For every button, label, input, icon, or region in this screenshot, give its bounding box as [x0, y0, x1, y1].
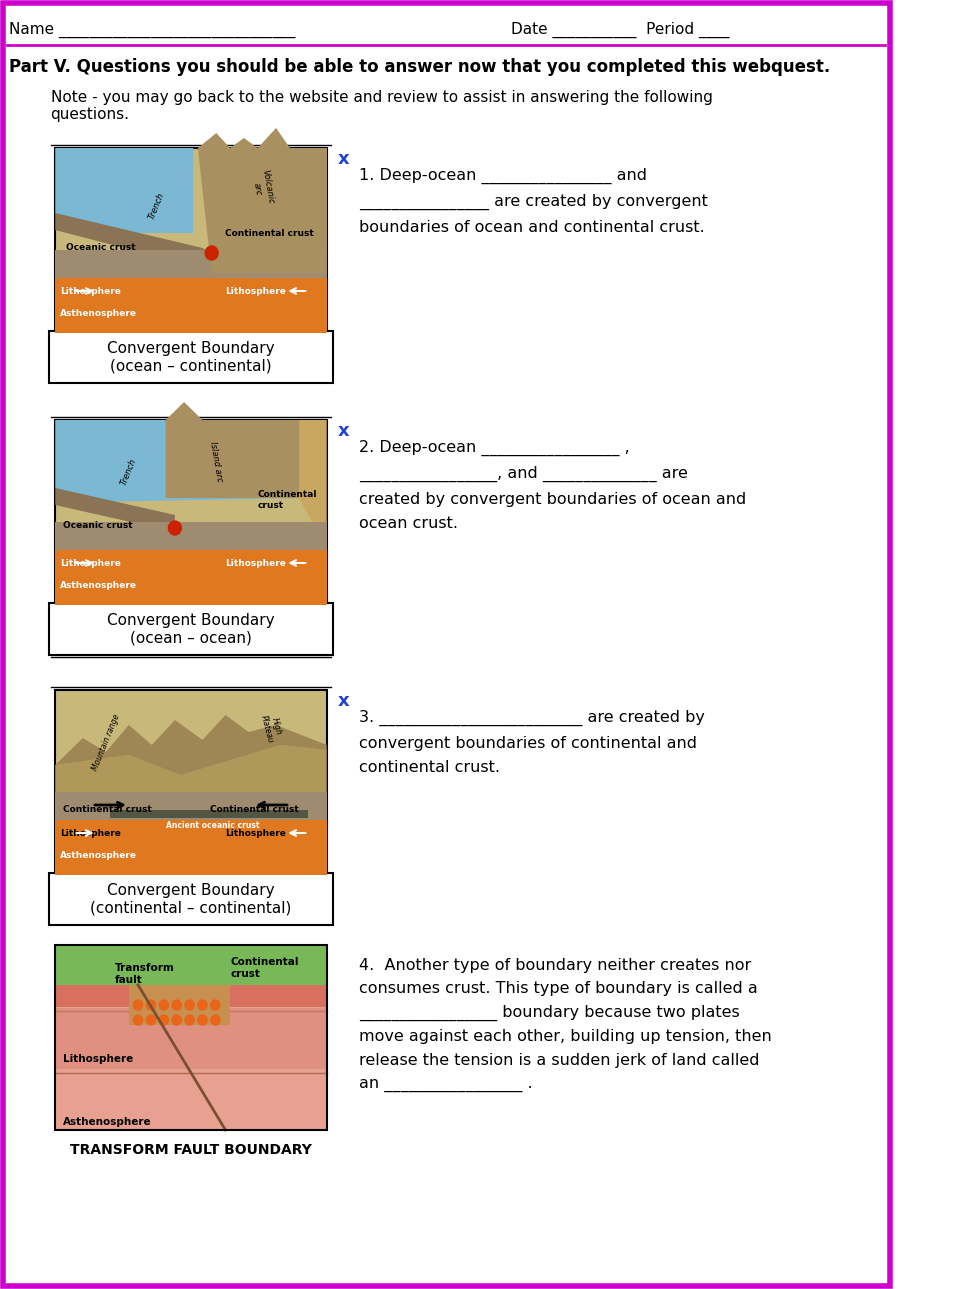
Circle shape	[198, 1014, 206, 1025]
Text: Asthenosphere: Asthenosphere	[60, 580, 137, 589]
Bar	[129, 985, 230, 1025]
Circle shape	[134, 1014, 142, 1025]
Circle shape	[172, 1000, 181, 1011]
Bar	[55, 945, 327, 1130]
Text: Transform
fault: Transform fault	[115, 963, 174, 985]
Text: Lithosphere: Lithosphere	[225, 286, 286, 295]
Polygon shape	[55, 213, 248, 296]
Circle shape	[210, 1000, 220, 1011]
Bar	[55, 945, 327, 1130]
Polygon shape	[181, 745, 327, 820]
Text: Ancient oceanic crust: Ancient oceanic crust	[166, 821, 259, 830]
FancyBboxPatch shape	[48, 331, 332, 383]
Text: Convergent Boundary
(continental – continental): Convergent Boundary (continental – conti…	[90, 883, 291, 915]
Bar	[55, 690, 327, 875]
Bar	[55, 945, 327, 985]
Circle shape	[172, 1014, 181, 1025]
Text: Name _______________________________: Name _______________________________	[9, 22, 300, 39]
Polygon shape	[55, 715, 327, 775]
Text: Volcanic
arc: Volcanic arc	[249, 169, 274, 206]
Text: Oceanic crust: Oceanic crust	[66, 244, 136, 253]
Text: Lithosphere: Lithosphere	[60, 829, 120, 838]
Bar	[55, 420, 327, 605]
Bar	[55, 946, 327, 1007]
Text: x: x	[337, 692, 349, 710]
Text: High
Plateau: High Plateau	[258, 712, 284, 744]
Bar	[110, 809, 308, 819]
Text: Continental
crust: Continental crust	[258, 490, 317, 509]
Text: Mountain range: Mountain range	[90, 713, 121, 772]
Text: Date ___________  Period ____: Date ___________ Period ____	[511, 22, 729, 39]
Circle shape	[159, 1000, 169, 1011]
Bar	[55, 1069, 327, 1130]
Bar	[55, 250, 327, 278]
Text: x: x	[337, 422, 349, 440]
Text: Part V. Questions you should be able to answer now that you completed this webqu: Part V. Questions you should be able to …	[9, 58, 829, 76]
Circle shape	[134, 1000, 142, 1011]
Circle shape	[210, 1014, 220, 1025]
Circle shape	[159, 1014, 169, 1025]
Text: Lithosphere: Lithosphere	[60, 558, 120, 567]
Text: TRANSFORM FAULT BOUNDARY: TRANSFORM FAULT BOUNDARY	[70, 1143, 311, 1158]
Text: Lithosphere: Lithosphere	[60, 286, 120, 295]
Text: Lithosphere: Lithosphere	[225, 829, 286, 838]
Circle shape	[169, 521, 181, 535]
Bar	[55, 278, 327, 333]
Text: Convergent Boundary
(ocean – continental): Convergent Boundary (ocean – continental…	[107, 340, 274, 374]
Text: Continental crust: Continental crust	[225, 228, 314, 237]
Circle shape	[198, 1000, 206, 1011]
Text: 4.  Another type of boundary neither creates nor
consumes crust. This type of bo: 4. Another type of boundary neither crea…	[359, 958, 771, 1092]
Text: x: x	[337, 150, 349, 168]
Text: Continental
crust: Continental crust	[230, 956, 298, 978]
Polygon shape	[298, 420, 327, 550]
Bar	[55, 148, 327, 333]
Bar	[55, 820, 327, 875]
Bar	[55, 550, 327, 605]
Polygon shape	[55, 420, 298, 501]
Text: Oceanic crust: Oceanic crust	[63, 521, 132, 530]
Text: Continental crust: Continental crust	[63, 806, 151, 815]
Polygon shape	[55, 755, 200, 820]
Polygon shape	[55, 489, 174, 532]
Circle shape	[185, 1014, 194, 1025]
Text: 2. Deep-ocean _________________ ,
_________________, and ______________ are
crea: 2. Deep-ocean _________________ , ______…	[359, 440, 745, 531]
Text: Trench: Trench	[147, 191, 166, 220]
Bar	[55, 791, 327, 820]
Circle shape	[185, 1000, 194, 1011]
Text: Convergent Boundary
(ocean – ocean): Convergent Boundary (ocean – ocean)	[107, 612, 274, 646]
Bar	[55, 522, 327, 550]
Text: Trench: Trench	[119, 458, 139, 487]
Polygon shape	[211, 148, 327, 273]
Text: Lithosphere: Lithosphere	[63, 1054, 133, 1063]
Circle shape	[205, 246, 218, 260]
Polygon shape	[55, 148, 193, 233]
Text: Note - you may go back to the website and review to assist in answering the foll: Note - you may go back to the website an…	[50, 90, 712, 122]
FancyBboxPatch shape	[48, 873, 332, 926]
Polygon shape	[166, 402, 298, 498]
Text: Island arc: Island arc	[208, 441, 224, 483]
Text: Asthenosphere: Asthenosphere	[60, 308, 137, 317]
Bar	[55, 1008, 327, 1069]
Text: 1. Deep-ocean ________________ and
________________ are created by convergent
bo: 1. Deep-ocean ________________ and _____…	[359, 168, 707, 235]
Circle shape	[146, 1000, 155, 1011]
FancyBboxPatch shape	[48, 603, 332, 655]
Circle shape	[146, 1014, 155, 1025]
Text: Continental crust: Continental crust	[209, 806, 298, 815]
Text: Lithosphere: Lithosphere	[225, 558, 286, 567]
Text: Asthenosphere: Asthenosphere	[60, 851, 137, 860]
Polygon shape	[198, 128, 327, 273]
Text: 3. _________________________ are created by
convergent boundaries of continental: 3. _________________________ are created…	[359, 710, 704, 776]
Text: Asthenosphere: Asthenosphere	[63, 1118, 151, 1127]
